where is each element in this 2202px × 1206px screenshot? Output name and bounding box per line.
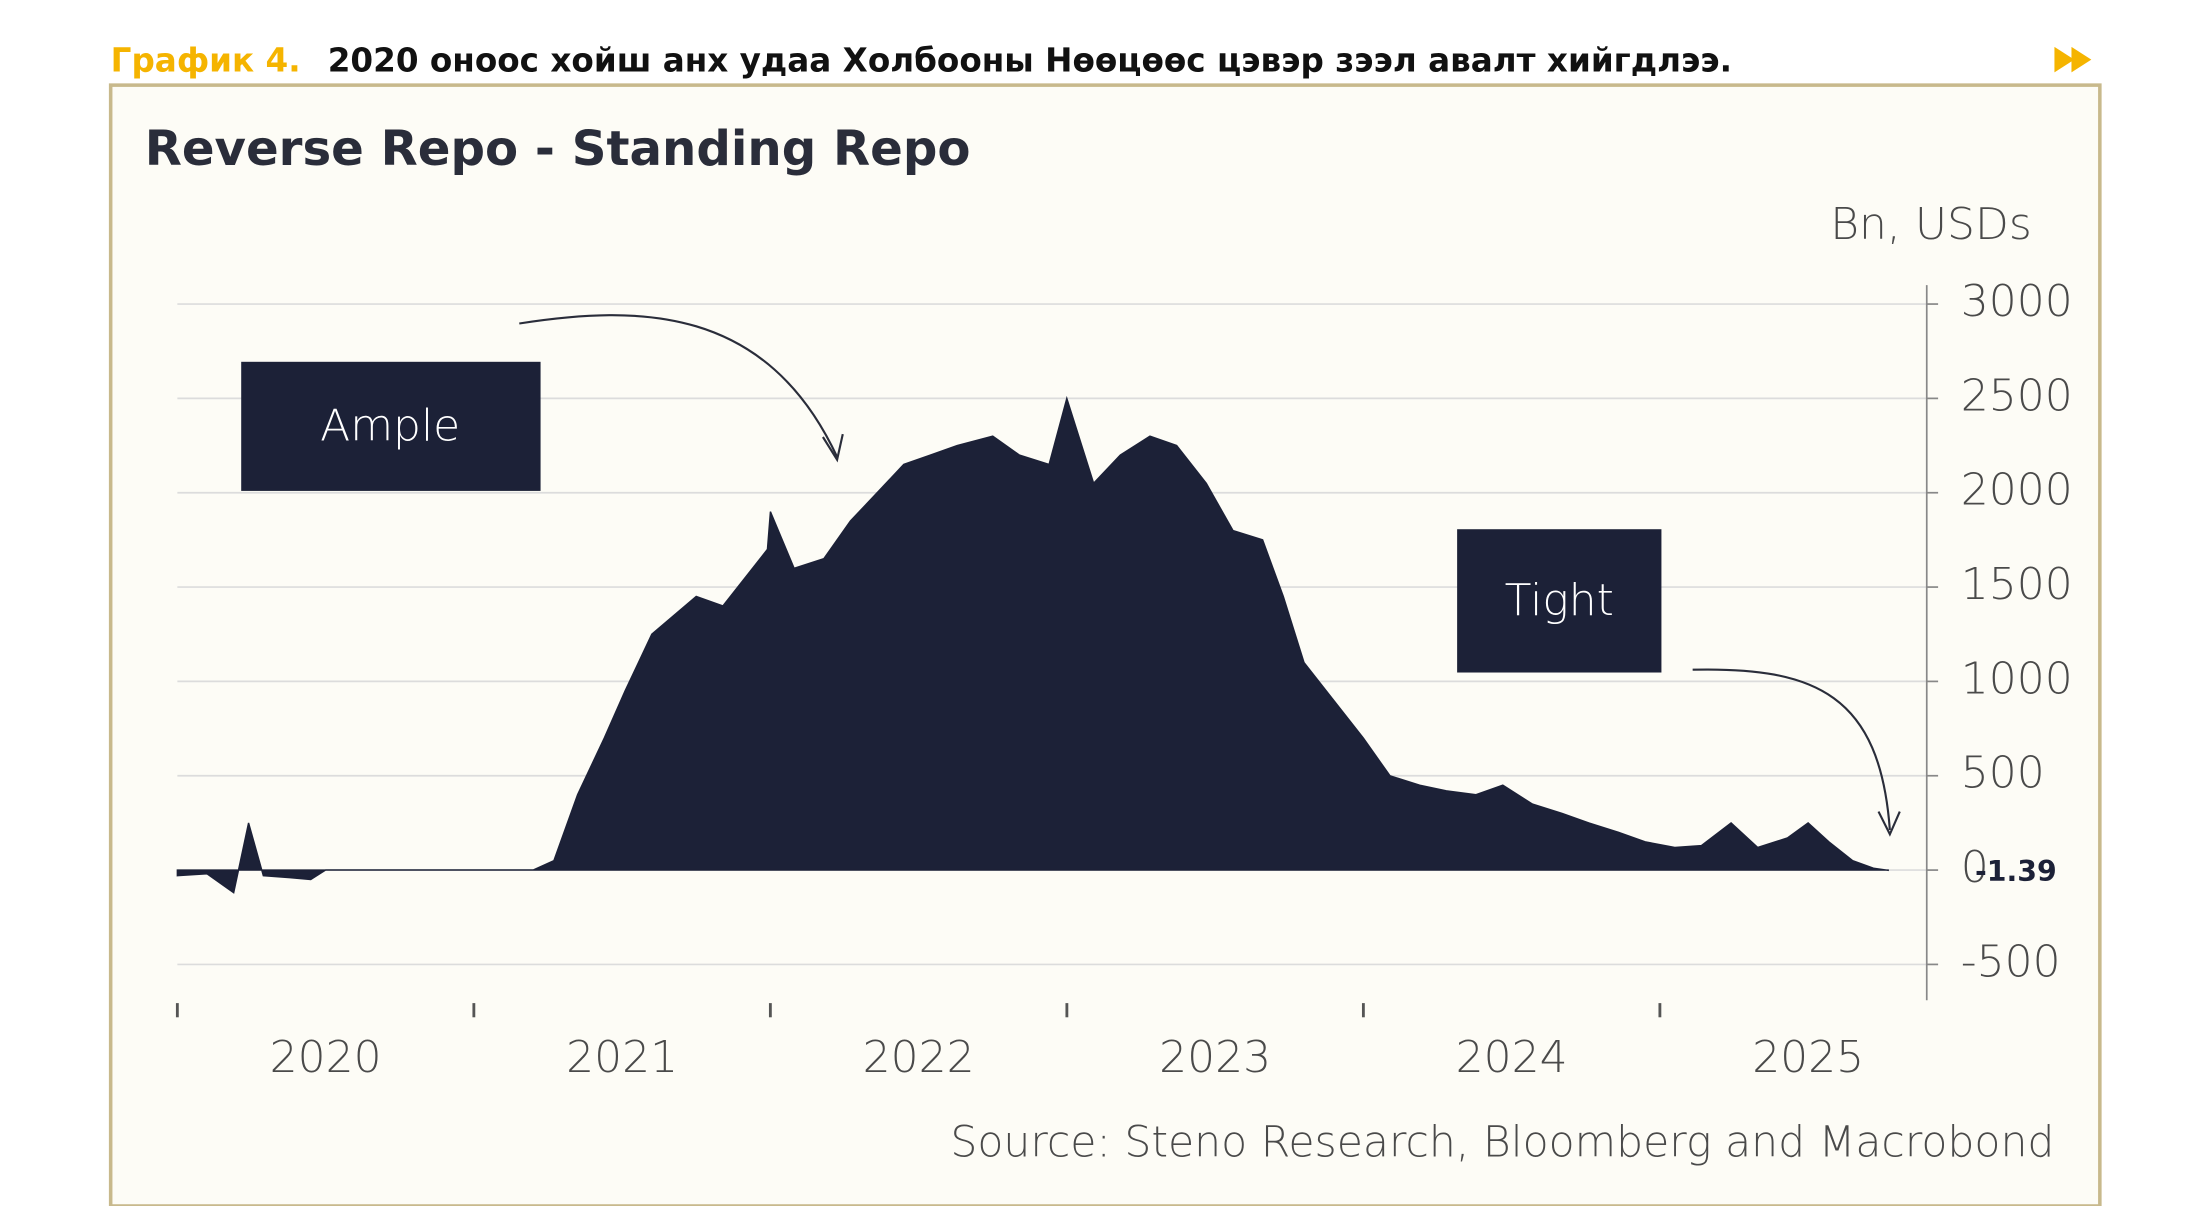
- x-tick-label: 2022: [863, 1032, 975, 1083]
- value-label: -1.39: [1975, 855, 2057, 888]
- x-tick-label: 2021: [566, 1032, 678, 1083]
- annotation: Ample: [320, 400, 460, 451]
- arrow: [519, 314, 839, 458]
- arrow: [1692, 668, 1891, 831]
- x-tick-label: 2023: [1159, 1032, 1271, 1083]
- x-tick-label: 2020: [270, 1032, 382, 1083]
- arrow-head: [822, 433, 844, 463]
- chart-title: Reverse Repo - Standing Repo: [145, 121, 971, 177]
- header-label: График 4.: [111, 41, 301, 79]
- forward-icon: [2054, 46, 2092, 73]
- area: [176, 395, 1889, 894]
- plot: -500 0 500 1000 1500 2000 2500 3000 2020 2021 2022…: [175, 276, 2073, 1083]
- annotation-box: [1457, 529, 1662, 673]
- y-tick-label: 3000: [1961, 276, 2073, 327]
- y-tick-label: 0: [1961, 842, 1989, 893]
- y-tick-label: 500: [1961, 748, 2045, 799]
- arrow-head: [1877, 811, 1901, 837]
- x-tick-label: 2024: [1456, 1032, 1568, 1083]
- annotation: Tight: [1505, 575, 1614, 626]
- header-text: 2020 оноос хойш анх удаа Холбооны Нөөцөө…: [328, 41, 1732, 79]
- y-tick-label: 1000: [1961, 653, 2073, 704]
- unit-label: Bn, USDs: [1830, 199, 2031, 250]
- annotation-box: [241, 361, 541, 491]
- y-tick-label: 2500: [1961, 370, 2073, 421]
- y-tick-label: -500: [1961, 936, 2061, 987]
- y-tick-label: 1500: [1961, 559, 2073, 610]
- source: Source: Steno Research, Bloomberg and Ma…: [950, 1117, 2054, 1167]
- x-tick-label: 2025: [1752, 1032, 1864, 1083]
- y-tick-label: 2000: [1961, 465, 2073, 516]
